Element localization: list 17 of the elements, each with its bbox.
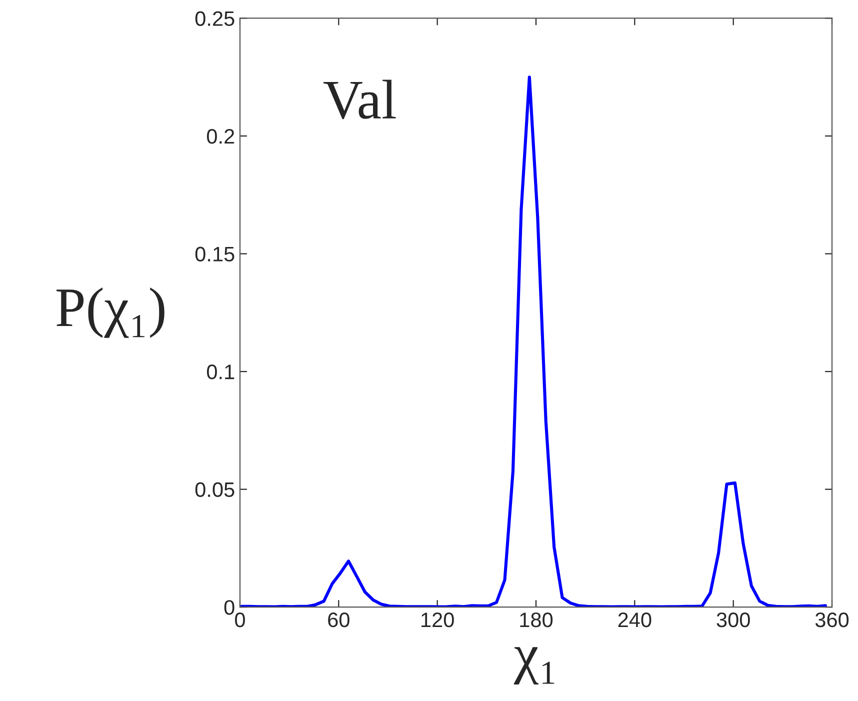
- x-tick-label: 360: [815, 612, 849, 628]
- y-tick-label: 0.15: [195, 246, 234, 262]
- x-tick-label: 60: [328, 612, 350, 628]
- y-tick-label: 0.1: [206, 364, 234, 380]
- y-tick-label: 0.2: [206, 128, 234, 144]
- x-tick-label: 240: [618, 612, 652, 628]
- y-tick-label: 0.05: [195, 482, 234, 498]
- line-series: [240, 76, 827, 608]
- x-tick-label: 180: [520, 612, 553, 628]
- x-tick-label: 300: [716, 612, 750, 628]
- x-tick-label: 120: [422, 612, 454, 628]
- y-tick-label: 0: [224, 600, 234, 615]
- y-tick-label: 0.25: [195, 11, 234, 26]
- x-tick-label: 0: [235, 612, 245, 628]
- x-axis-title: χ₁: [514, 647, 554, 685]
- y-axis-title: P(χ₁): [56, 287, 164, 338]
- annotation: Val: [323, 80, 396, 120]
